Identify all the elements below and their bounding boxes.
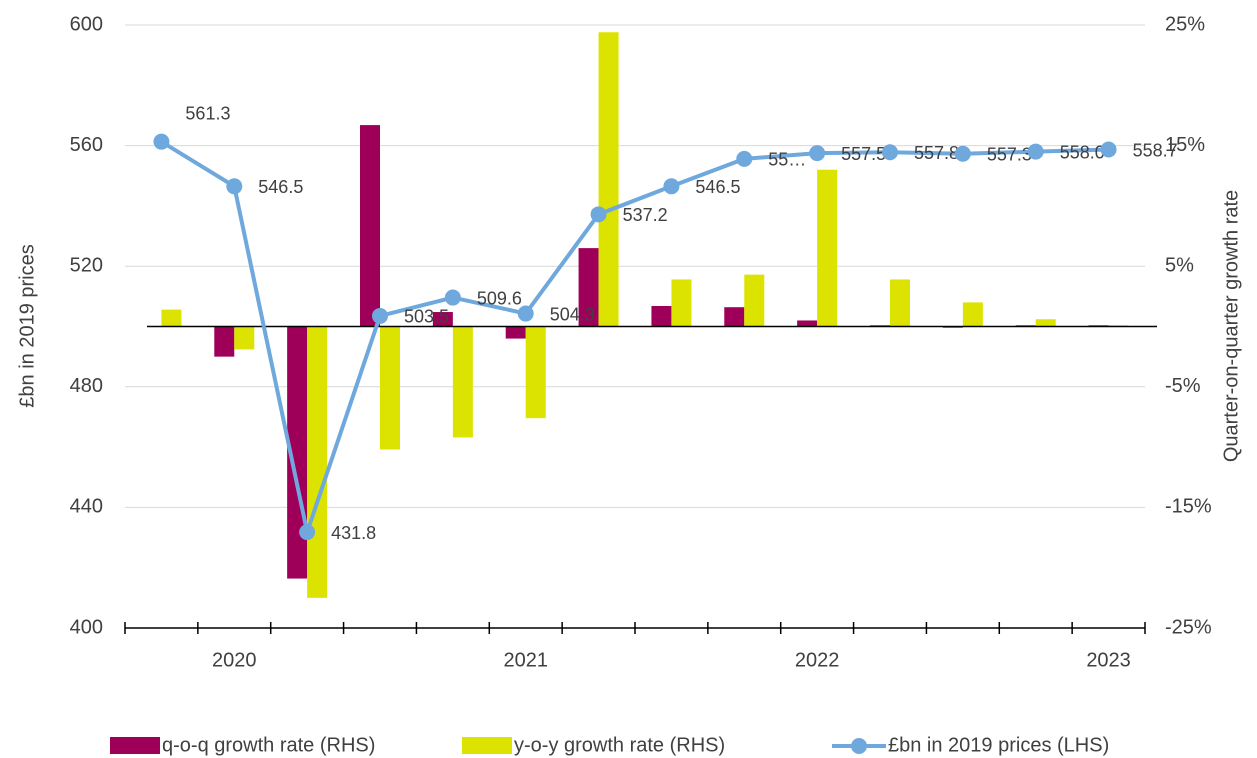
bar [724,307,745,327]
data-label: 557.5 [841,144,886,164]
marker [663,178,680,195]
bar [214,326,235,357]
y2-tick-label: 25% [1165,13,1205,35]
bar [432,312,453,327]
y-tick-label: 560 [70,134,103,156]
bar [744,274,765,327]
y2-axis-label: Quarter-on-quarter growth rate [1220,190,1242,462]
data-label: 546.5 [258,177,303,197]
marker [1100,141,1117,158]
legend-swatch [110,737,160,754]
data-label: 504.3 [550,304,595,324]
y-tick-label: 440 [70,496,103,518]
y2-tick-label: -25% [1165,616,1212,638]
bar [505,326,526,339]
data-label: 546.5 [695,177,740,197]
legend-marker [851,738,867,754]
line [160,139,1109,540]
bar [797,320,818,327]
bar [360,125,380,327]
marker [590,206,607,223]
data-label: 561.3 [185,103,230,123]
marker [372,307,388,324]
marker [1027,143,1044,160]
bar [817,169,838,327]
data-label: 55… [768,150,806,170]
y-tick-label: 400 [70,616,103,638]
x-tick-label: 2023 [1086,649,1131,671]
y-tick-label: 600 [70,13,103,35]
data-label: 557.8 [914,143,959,163]
bar [452,326,473,438]
legend-label: y-o-y growth rate (RHS) [514,734,725,756]
y-tick-label: 480 [70,375,103,397]
marker [882,144,898,161]
legend-label: q-o-q growth rate (RHS) [162,734,375,756]
x-tick-label: 2022 [795,649,840,671]
marker [153,133,170,150]
legend-label: £bn in 2019 prices (LHS) [888,734,1109,756]
x-tick-label: 2021 [503,649,548,671]
marker [736,150,753,167]
data-label: 558.0 [1060,142,1105,162]
data-label: 537.2 [623,205,668,225]
bar [1035,319,1056,327]
marker [517,305,534,322]
data-label: 557.3 [987,144,1032,164]
data-label: 503.5 [404,307,449,327]
bar [525,326,546,419]
bar [234,326,255,350]
legend-swatch [462,737,512,754]
bar [962,302,983,327]
marker [299,524,316,541]
marker [954,145,971,162]
bar [651,305,672,327]
legend: q-o-q growth rate (RHS) y-o-y growth rat… [110,734,1109,756]
bar [578,248,599,327]
bar [161,309,182,327]
y2-tick-label: -5% [1165,375,1201,397]
bar [307,326,328,598]
y2-tick-label: 15% [1165,134,1205,156]
y-tick-label: 520 [70,254,103,276]
marker [226,178,243,195]
bar [598,32,619,327]
data-label: 509.6 [477,288,522,308]
bar [671,279,692,327]
x-tick-label: 2020 [212,649,257,671]
bar [890,279,910,327]
data-label: 431.8 [331,523,376,543]
y-axis-label: £bn in 2019 prices [16,244,38,407]
marker [444,289,461,306]
y2-tick-label: 5% [1165,254,1194,276]
bar [380,326,400,450]
data-label: 558.7 [1133,140,1178,160]
y2-tick-label: -15% [1165,496,1212,518]
marker [809,145,826,162]
